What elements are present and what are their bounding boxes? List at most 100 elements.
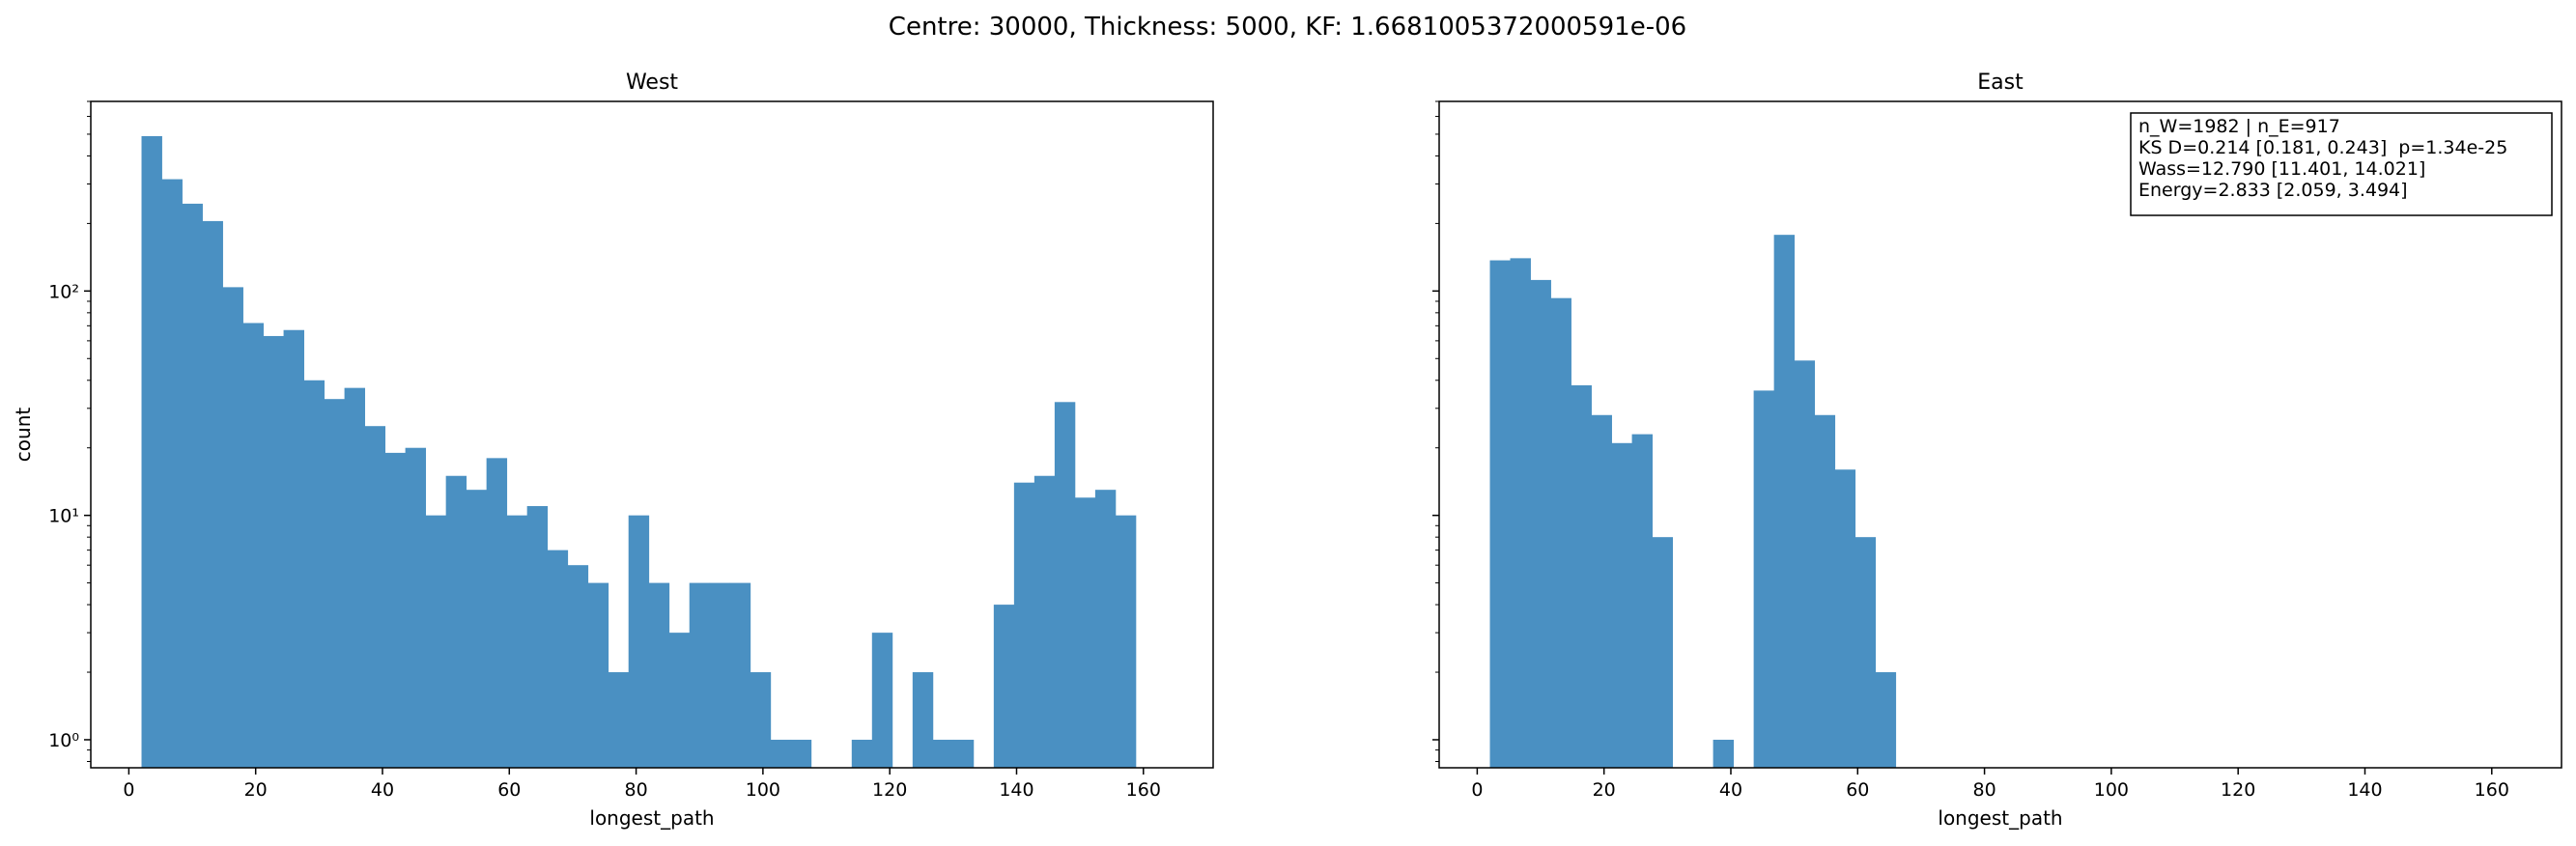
west-histogram-bar xyxy=(567,565,589,768)
east-x-axis-label: longest_path xyxy=(1938,806,2062,830)
east-histogram-bar xyxy=(1794,360,1816,768)
west-histogram-bar xyxy=(242,323,264,768)
west-histogram-bar xyxy=(1094,490,1117,768)
west-histogram-bar xyxy=(344,387,366,768)
west-histogram-bar xyxy=(263,335,284,768)
west-histogram-bar xyxy=(952,739,975,768)
west-histogram-bar xyxy=(1074,497,1096,768)
west-x-tick-label: 60 xyxy=(497,779,521,801)
east-x-tick-label: 100 xyxy=(2094,779,2129,801)
west-histogram-panel: West 0 20 40 60 80 100 120 140 160 10⁰ 10¹ 10² long… xyxy=(12,70,1214,830)
east-histogram-bar xyxy=(1753,390,1775,768)
west-histogram-bar xyxy=(222,287,243,768)
east-histogram-bar xyxy=(1713,739,1735,768)
west-histogram-bar xyxy=(1054,402,1076,768)
stats-line-energy: Energy=2.833 [2.059, 3.494] xyxy=(2138,180,2408,201)
west-histogram-bar xyxy=(648,582,670,768)
west-x-tick-label: 40 xyxy=(371,779,394,801)
east-histogram-bar xyxy=(1591,414,1612,768)
west-histogram-bar xyxy=(526,506,549,768)
east-axes-frame xyxy=(1438,100,2562,769)
west-x-tick-label: 120 xyxy=(872,779,907,801)
west-axes-frame xyxy=(90,100,1214,769)
east-x-tick-label: 80 xyxy=(1972,779,1996,801)
west-histogram-bar xyxy=(1033,475,1056,768)
east-histogram-panel: East 0 20 40 60 80 100 120 140 160 longest_path … xyxy=(1432,70,2562,830)
west-histogram-bar xyxy=(303,380,325,768)
stats-line-ks: KS D=0.214 [0.181, 0.243] p=1.34e-25 xyxy=(2138,137,2507,158)
west-histogram-bar xyxy=(932,739,954,768)
west-x-tick-label: 100 xyxy=(746,779,780,801)
stats-line-counts: n_W=1982 | n_E=917 xyxy=(2138,116,2340,137)
stats-annotation-frame xyxy=(2130,112,2553,216)
west-histogram-bar xyxy=(202,220,223,768)
west-histogram-bar xyxy=(364,426,386,768)
west-histogram-bar xyxy=(689,582,711,768)
west-histogram-bar xyxy=(1013,482,1035,768)
east-histogram-bar xyxy=(1510,258,1531,768)
west-histogram-bar xyxy=(729,582,751,768)
west-x-tick-label: 80 xyxy=(624,779,647,801)
east-histogram-bar xyxy=(1571,384,1592,768)
west-y-tick-label: 10¹ xyxy=(48,506,79,527)
west-histogram-bar xyxy=(141,135,162,769)
east-histogram-bar xyxy=(1773,235,1796,768)
west-histogram-bar xyxy=(628,515,650,768)
east-x-tick-label: 120 xyxy=(2221,779,2255,801)
west-histogram-bar xyxy=(486,458,508,768)
west-x-tick-label: 160 xyxy=(1126,779,1161,801)
east-x-tick-label: 20 xyxy=(1593,779,1616,801)
west-histogram-bar xyxy=(161,179,183,768)
west-histogram-bar xyxy=(912,672,934,768)
west-y-tick-label: 10⁰ xyxy=(48,730,79,751)
west-histogram-bar xyxy=(993,605,1015,768)
west-histogram-bar xyxy=(506,515,528,768)
west-histogram-bar xyxy=(608,672,630,768)
west-histogram-bar xyxy=(405,447,427,768)
west-histogram-bar xyxy=(466,490,488,768)
west-histogram-bar xyxy=(587,582,609,768)
east-histogram-bar xyxy=(1854,537,1877,768)
west-histogram-bar xyxy=(668,633,691,768)
west-histogram-bar xyxy=(324,399,345,768)
west-x-tick-label: 0 xyxy=(123,779,134,801)
west-x-axis-label: longest_path xyxy=(589,806,714,830)
east-histogram-bar xyxy=(1814,414,1836,768)
west-histogram-bar xyxy=(445,475,467,768)
east-panel-title: East xyxy=(1977,70,2024,95)
west-histogram-bar xyxy=(790,739,812,768)
stats-line-wasserstein: Wass=12.790 [11.401, 14.021] xyxy=(2138,158,2425,180)
east-histogram-bar xyxy=(1489,260,1511,768)
west-histogram-bar xyxy=(709,582,731,768)
east-histogram-bar xyxy=(1652,537,1673,768)
west-x-tick-label: 140 xyxy=(999,779,1033,801)
figure-suptitle: Centre: 30000, Thickness: 5000, KF: 1.66… xyxy=(889,13,1686,42)
west-histogram-bar xyxy=(851,739,873,768)
east-x-tick-label: 140 xyxy=(2347,779,2382,801)
west-histogram-bar xyxy=(425,515,447,768)
stats-annotation-box: n_W=1982 | n_E=917 KS D=0.214 [0.181, 0.… xyxy=(2130,112,2553,216)
west-histogram-bar xyxy=(547,550,569,768)
west-histogram-bar xyxy=(770,739,792,768)
west-y-tick-label: 10² xyxy=(48,281,79,302)
west-histogram-bar xyxy=(182,203,203,769)
east-x-tick-label: 40 xyxy=(1719,779,1742,801)
west-histogram-bar xyxy=(750,672,772,768)
west-histogram-bar xyxy=(871,633,893,768)
west-x-tick-label: 20 xyxy=(244,779,268,801)
east-histogram-bar xyxy=(1875,672,1897,768)
east-x-tick-label: 160 xyxy=(2475,779,2509,801)
west-histogram-bar xyxy=(1115,515,1137,768)
east-histogram-bar xyxy=(1530,279,1551,768)
east-histogram-bar xyxy=(1834,469,1856,768)
east-x-tick-label: 0 xyxy=(1471,779,1483,801)
west-histogram-bar xyxy=(283,329,304,768)
west-histogram-bar xyxy=(384,452,407,768)
east-histogram-bar xyxy=(1631,434,1653,768)
east-histogram-bar xyxy=(1550,297,1571,768)
west-y-axis-label: count xyxy=(12,408,35,463)
east-histogram-bar xyxy=(1611,442,1632,768)
east-x-tick-label: 60 xyxy=(1846,779,1869,801)
west-panel-title: West xyxy=(626,70,678,95)
